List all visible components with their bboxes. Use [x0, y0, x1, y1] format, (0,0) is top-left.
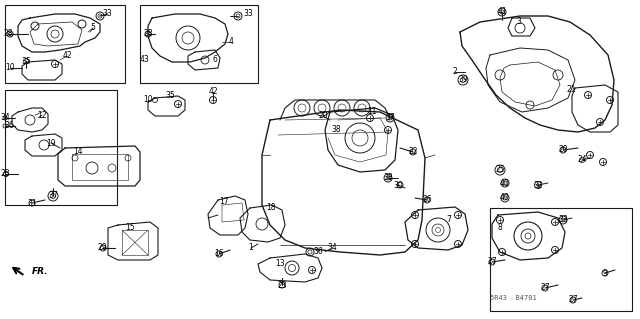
Text: 37: 37: [385, 114, 395, 122]
Text: 17: 17: [219, 197, 229, 206]
Text: 30: 30: [393, 181, 403, 189]
Text: 5: 5: [91, 24, 95, 33]
Text: 10: 10: [143, 95, 153, 105]
Text: 18: 18: [266, 204, 276, 212]
Text: 38: 38: [383, 174, 393, 182]
Text: FR.: FR.: [32, 268, 49, 277]
Text: 24: 24: [577, 155, 587, 165]
Text: 35: 35: [165, 91, 175, 100]
Text: 39: 39: [458, 76, 468, 85]
Text: 2: 2: [452, 68, 458, 77]
Text: 38: 38: [331, 125, 341, 135]
Text: 34: 34: [327, 243, 337, 253]
Text: 23: 23: [0, 169, 10, 179]
Text: 16: 16: [214, 249, 224, 258]
Text: 19: 19: [46, 138, 56, 147]
Text: 8: 8: [498, 224, 502, 233]
Text: 6: 6: [212, 56, 218, 64]
Text: 42: 42: [208, 87, 218, 97]
Text: 12: 12: [37, 110, 47, 120]
Bar: [140, 5, 258, 83]
Text: 42: 42: [62, 51, 72, 61]
Text: 20: 20: [558, 145, 568, 154]
Text: 15: 15: [125, 224, 135, 233]
Text: 4: 4: [228, 38, 234, 47]
Text: 7: 7: [447, 216, 451, 225]
Text: 27: 27: [568, 295, 578, 305]
Text: 22: 22: [408, 147, 418, 157]
Text: 33: 33: [243, 10, 253, 19]
Text: 25: 25: [495, 166, 505, 174]
Text: 27: 27: [487, 257, 497, 266]
Text: 36: 36: [313, 248, 323, 256]
Text: 36: 36: [4, 122, 14, 130]
Text: 11: 11: [367, 108, 377, 116]
Text: 31: 31: [27, 198, 37, 207]
Text: 40: 40: [500, 179, 510, 188]
Text: 29: 29: [97, 243, 107, 253]
Text: 10: 10: [5, 63, 15, 71]
Text: 21: 21: [566, 85, 576, 94]
Text: 5R43  B4701: 5R43 B4701: [490, 295, 537, 301]
Text: 35: 35: [21, 56, 31, 65]
Text: 26: 26: [422, 196, 432, 204]
Text: 23: 23: [277, 280, 287, 290]
Text: 14: 14: [73, 147, 83, 157]
Text: 27: 27: [540, 284, 550, 293]
Text: 43: 43: [140, 56, 150, 64]
Text: 40: 40: [500, 194, 510, 203]
Bar: [5, 5, 125, 83]
Text: 20: 20: [318, 112, 328, 121]
Text: 34: 34: [0, 114, 10, 122]
Text: 28: 28: [143, 29, 153, 39]
Text: 32: 32: [533, 181, 543, 189]
Text: 33: 33: [102, 10, 112, 19]
Text: 33: 33: [558, 216, 568, 225]
Text: 28: 28: [3, 29, 13, 39]
Text: 13: 13: [275, 259, 285, 269]
Text: 9: 9: [603, 269, 607, 278]
Bar: [5, 90, 117, 205]
Bar: [490, 208, 632, 311]
Text: 3: 3: [516, 18, 522, 26]
Text: 1: 1: [248, 243, 253, 253]
Text: 37: 37: [48, 191, 58, 201]
Text: 41: 41: [497, 8, 507, 17]
